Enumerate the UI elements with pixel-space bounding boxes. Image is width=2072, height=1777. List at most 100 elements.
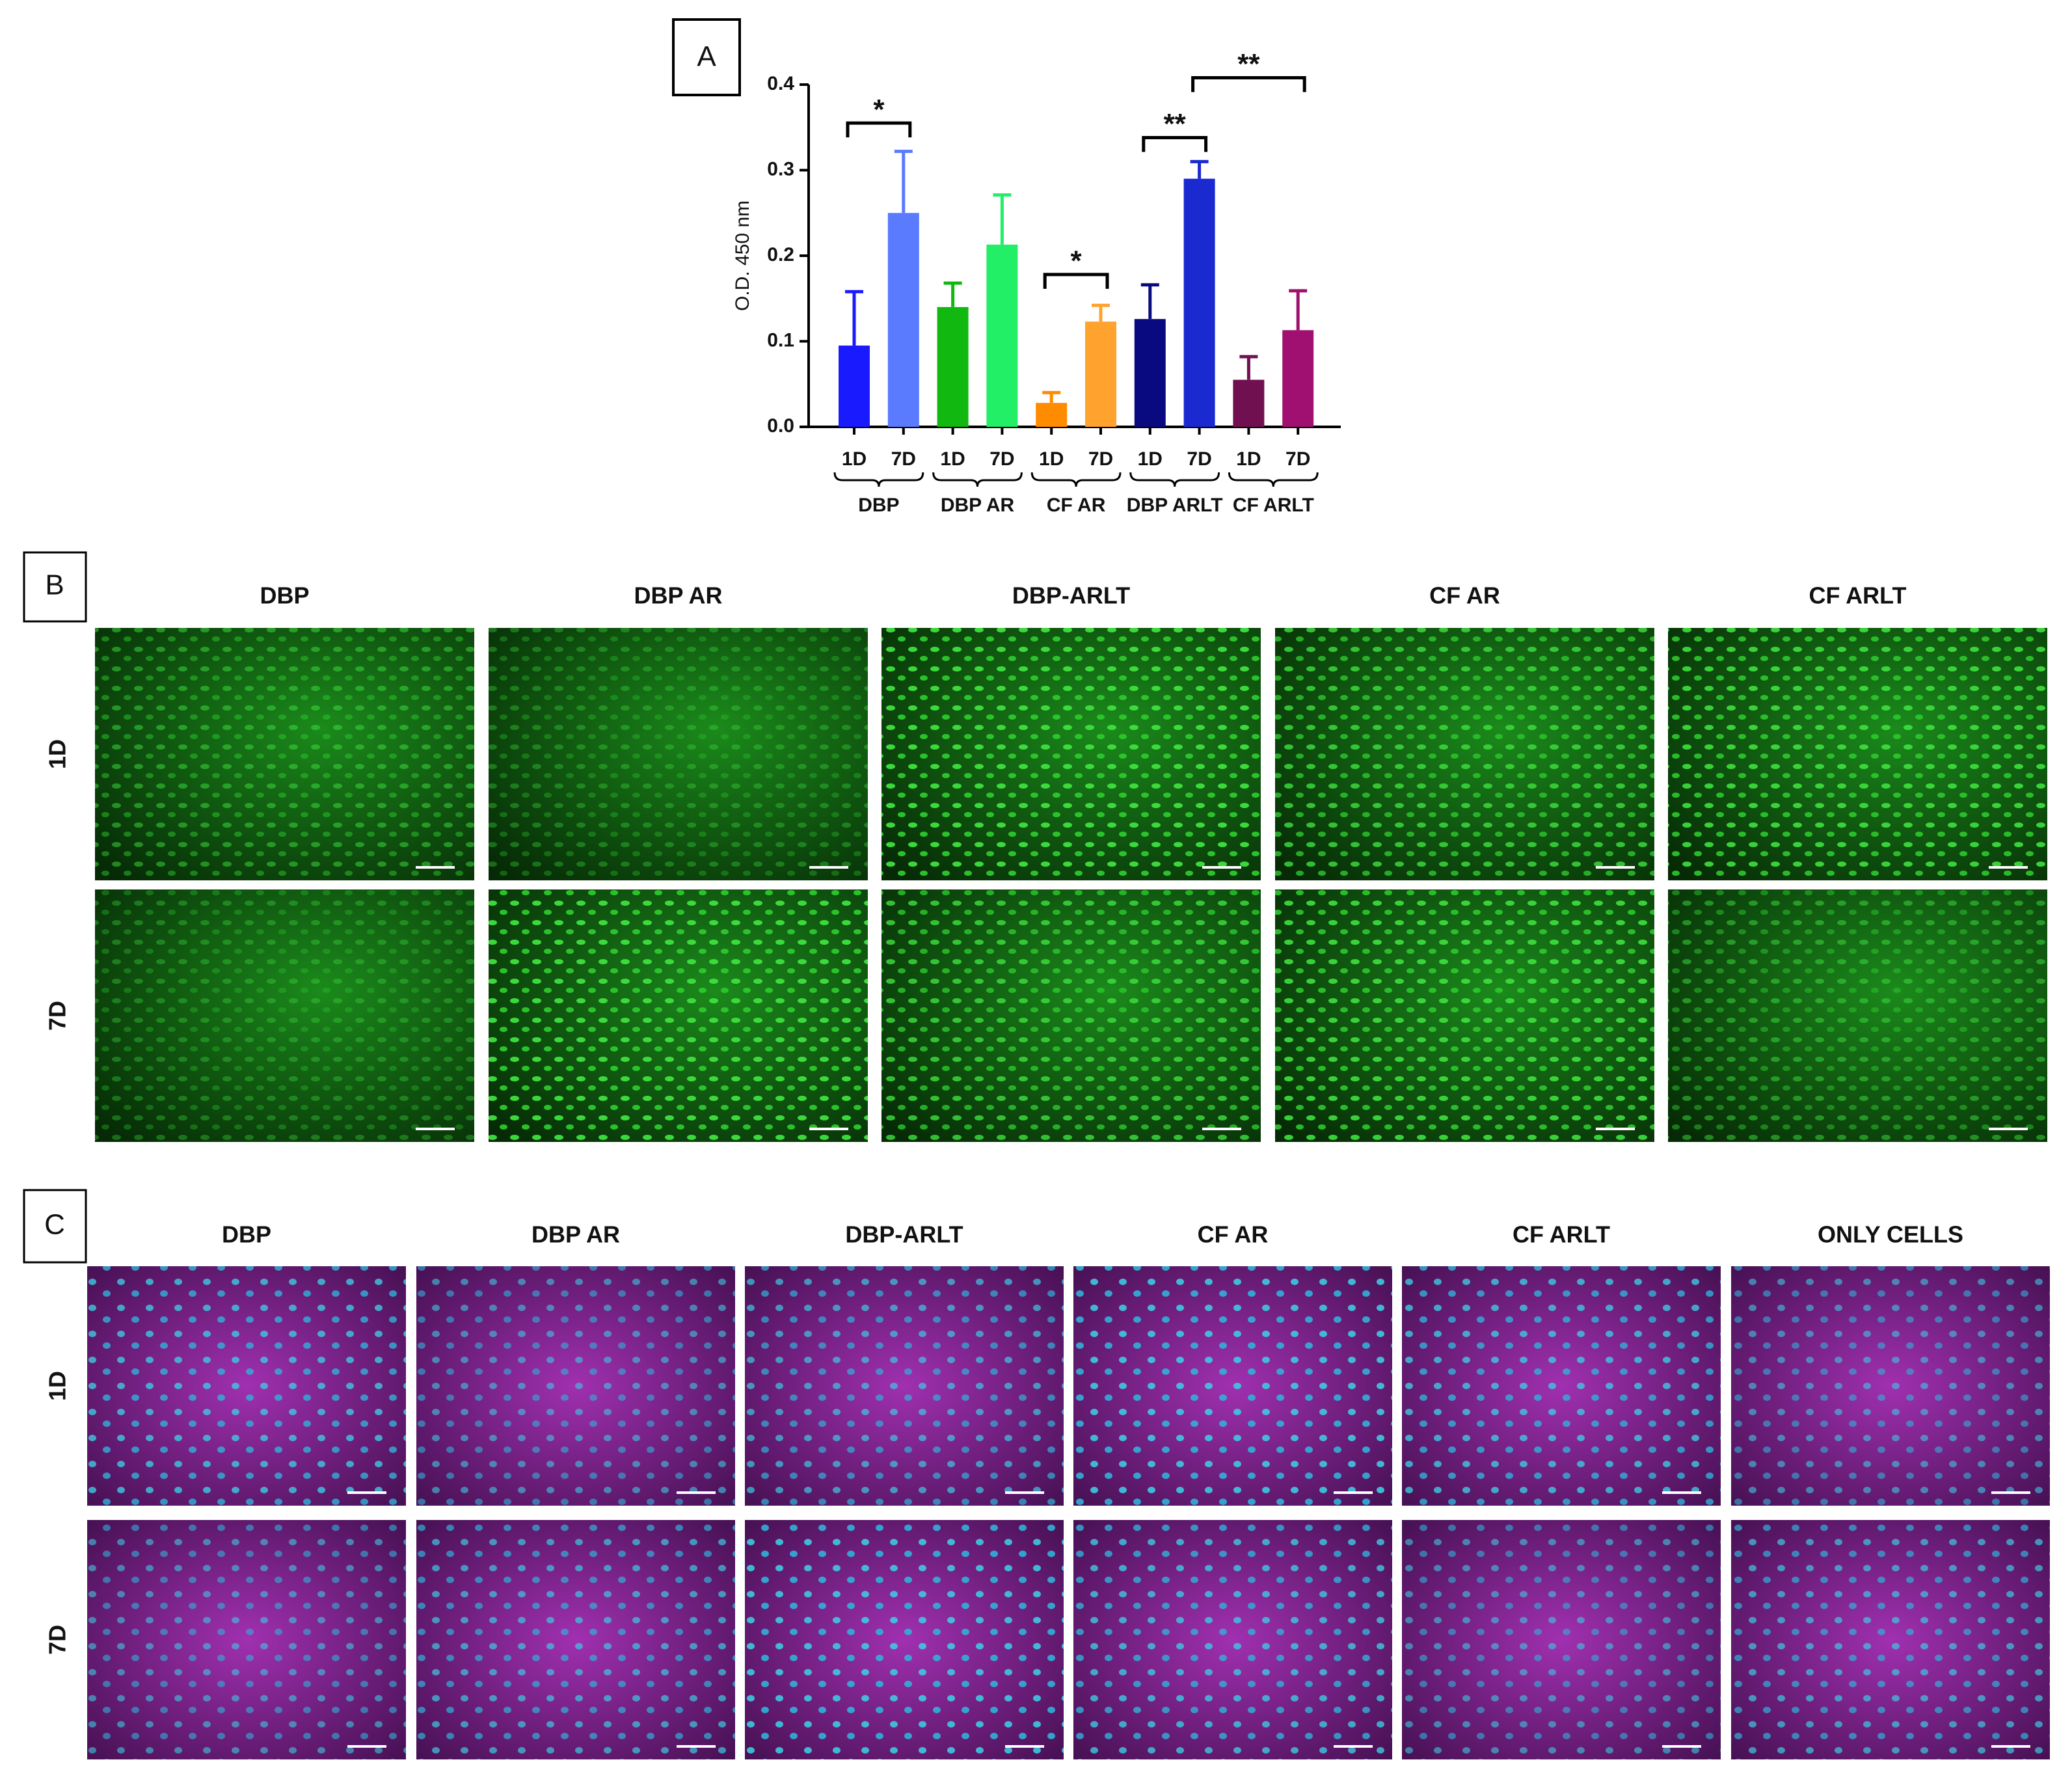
bar	[1134, 319, 1166, 427]
significance-bracket	[1142, 136, 1208, 152]
error-bar	[1239, 355, 1258, 380]
y-tick-label: 0.1	[767, 329, 794, 351]
error-bar	[894, 150, 913, 213]
scale-bar	[416, 1128, 455, 1130]
micrograph-cells	[1731, 1266, 2050, 1506]
row-label: 7D	[44, 1625, 71, 1655]
scale-bar	[1596, 1128, 1635, 1130]
x-tick-label: 1D	[1138, 448, 1163, 470]
bar	[887, 213, 919, 427]
micrograph-cells	[1073, 1266, 1392, 1506]
micrograph-cells	[745, 1266, 1064, 1506]
column-header: DBP	[222, 1221, 271, 1248]
group-label: DBP ARLT	[1127, 495, 1223, 516]
error-bar	[1042, 390, 1061, 403]
bar	[1036, 403, 1068, 427]
group-label: DBP AR	[941, 495, 1015, 516]
micrograph-cells	[95, 628, 474, 880]
micrograph-cells	[745, 1520, 1064, 1759]
y-tick-label: 0.4	[767, 73, 794, 94]
column-header: DBP	[260, 582, 309, 609]
micrograph-cells	[416, 1520, 735, 1759]
micrograph-cells	[1731, 1520, 2050, 1759]
micrograph-cells	[881, 628, 1261, 880]
row-label: 1D	[44, 739, 71, 769]
significance-bracket	[846, 121, 912, 138]
significance-bracket	[1043, 273, 1109, 289]
error-bar	[1289, 289, 1308, 331]
scale-bar	[1005, 1745, 1044, 1748]
error-bar	[943, 281, 962, 307]
x-tick-label: 1D	[1039, 448, 1064, 470]
scale-bar	[1334, 1745, 1373, 1748]
micrograph-cells	[1073, 1520, 1392, 1759]
significance-bracket	[1191, 75, 1306, 92]
scale-bar	[809, 1128, 848, 1130]
micrograph-cells	[1668, 889, 2047, 1142]
column-header: CF ARLT	[1809, 582, 1907, 609]
scale-bar	[677, 1745, 716, 1748]
scale-bar	[1662, 1491, 1701, 1494]
scale-bar	[1662, 1745, 1701, 1748]
bar	[937, 306, 969, 427]
x-tick-label: 7D	[989, 448, 1014, 470]
micrograph-cells	[87, 1266, 406, 1506]
column-header: DBP AR	[531, 1221, 620, 1248]
column-header: DBP-ARLT	[1012, 582, 1130, 609]
error-bar	[1140, 283, 1159, 319]
group-label: CF AR	[1047, 495, 1106, 516]
panel-label-box	[672, 18, 741, 96]
bar	[1233, 379, 1265, 427]
panel-label: B	[45, 569, 64, 601]
scale-bar	[347, 1745, 386, 1748]
micrograph-cells	[1668, 628, 2047, 880]
panel-label: C	[44, 1209, 65, 1241]
column-header: ONLY CELLS	[1818, 1221, 1963, 1248]
bar	[1282, 330, 1314, 427]
scale-bar	[1989, 866, 2028, 869]
bar	[839, 346, 870, 427]
column-header: CF AR	[1429, 582, 1500, 609]
panel-label-box	[23, 1189, 87, 1264]
micrograph-cells	[416, 1266, 735, 1506]
x-tick-label: 1D	[842, 448, 867, 470]
group-brace	[932, 472, 1023, 487]
x-tick-label: 7D	[1088, 448, 1113, 470]
scale-bar	[1005, 1491, 1044, 1494]
column-header: DBP AR	[634, 582, 722, 609]
group-label: CF ARLT	[1233, 495, 1314, 516]
scale-bar	[809, 866, 848, 869]
row-label: 7D	[44, 1001, 71, 1031]
significance-label: *	[1071, 245, 1083, 277]
error-bar	[1092, 303, 1110, 322]
y-tick-label: 0.2	[767, 244, 794, 265]
scale-bar	[1202, 1128, 1241, 1130]
scale-bar	[1991, 1745, 2030, 1748]
significance-label: **	[1237, 48, 1260, 80]
column-header: CF AR	[1198, 1221, 1269, 1248]
scale-bar	[1334, 1491, 1373, 1494]
bar	[1085, 321, 1116, 427]
group-brace	[833, 472, 924, 487]
column-header: CF ARLT	[1513, 1221, 1610, 1248]
group-brace	[1129, 472, 1220, 487]
y-axis-label: O.D. 450 nm	[732, 200, 753, 311]
scale-bar	[1991, 1491, 2030, 1494]
bar	[1183, 178, 1215, 427]
micrograph-cells	[881, 889, 1261, 1142]
scale-bar	[347, 1491, 386, 1494]
micrograph-cells	[1275, 889, 1654, 1142]
micrograph-cells	[87, 1520, 406, 1759]
column-header: DBP-ARLT	[845, 1221, 963, 1248]
x-tick-label: 1D	[940, 448, 965, 470]
x-tick-label: 7D	[1187, 448, 1211, 470]
error-bar	[845, 290, 863, 346]
group-brace	[1228, 472, 1319, 487]
x-tick-label: 7D	[891, 448, 916, 470]
micrograph-cells	[1402, 1520, 1721, 1759]
panel-label-box	[23, 551, 87, 623]
significance-label: *	[873, 94, 885, 126]
micrograph-cells	[489, 628, 868, 880]
x-tick-label: 7D	[1285, 448, 1310, 470]
